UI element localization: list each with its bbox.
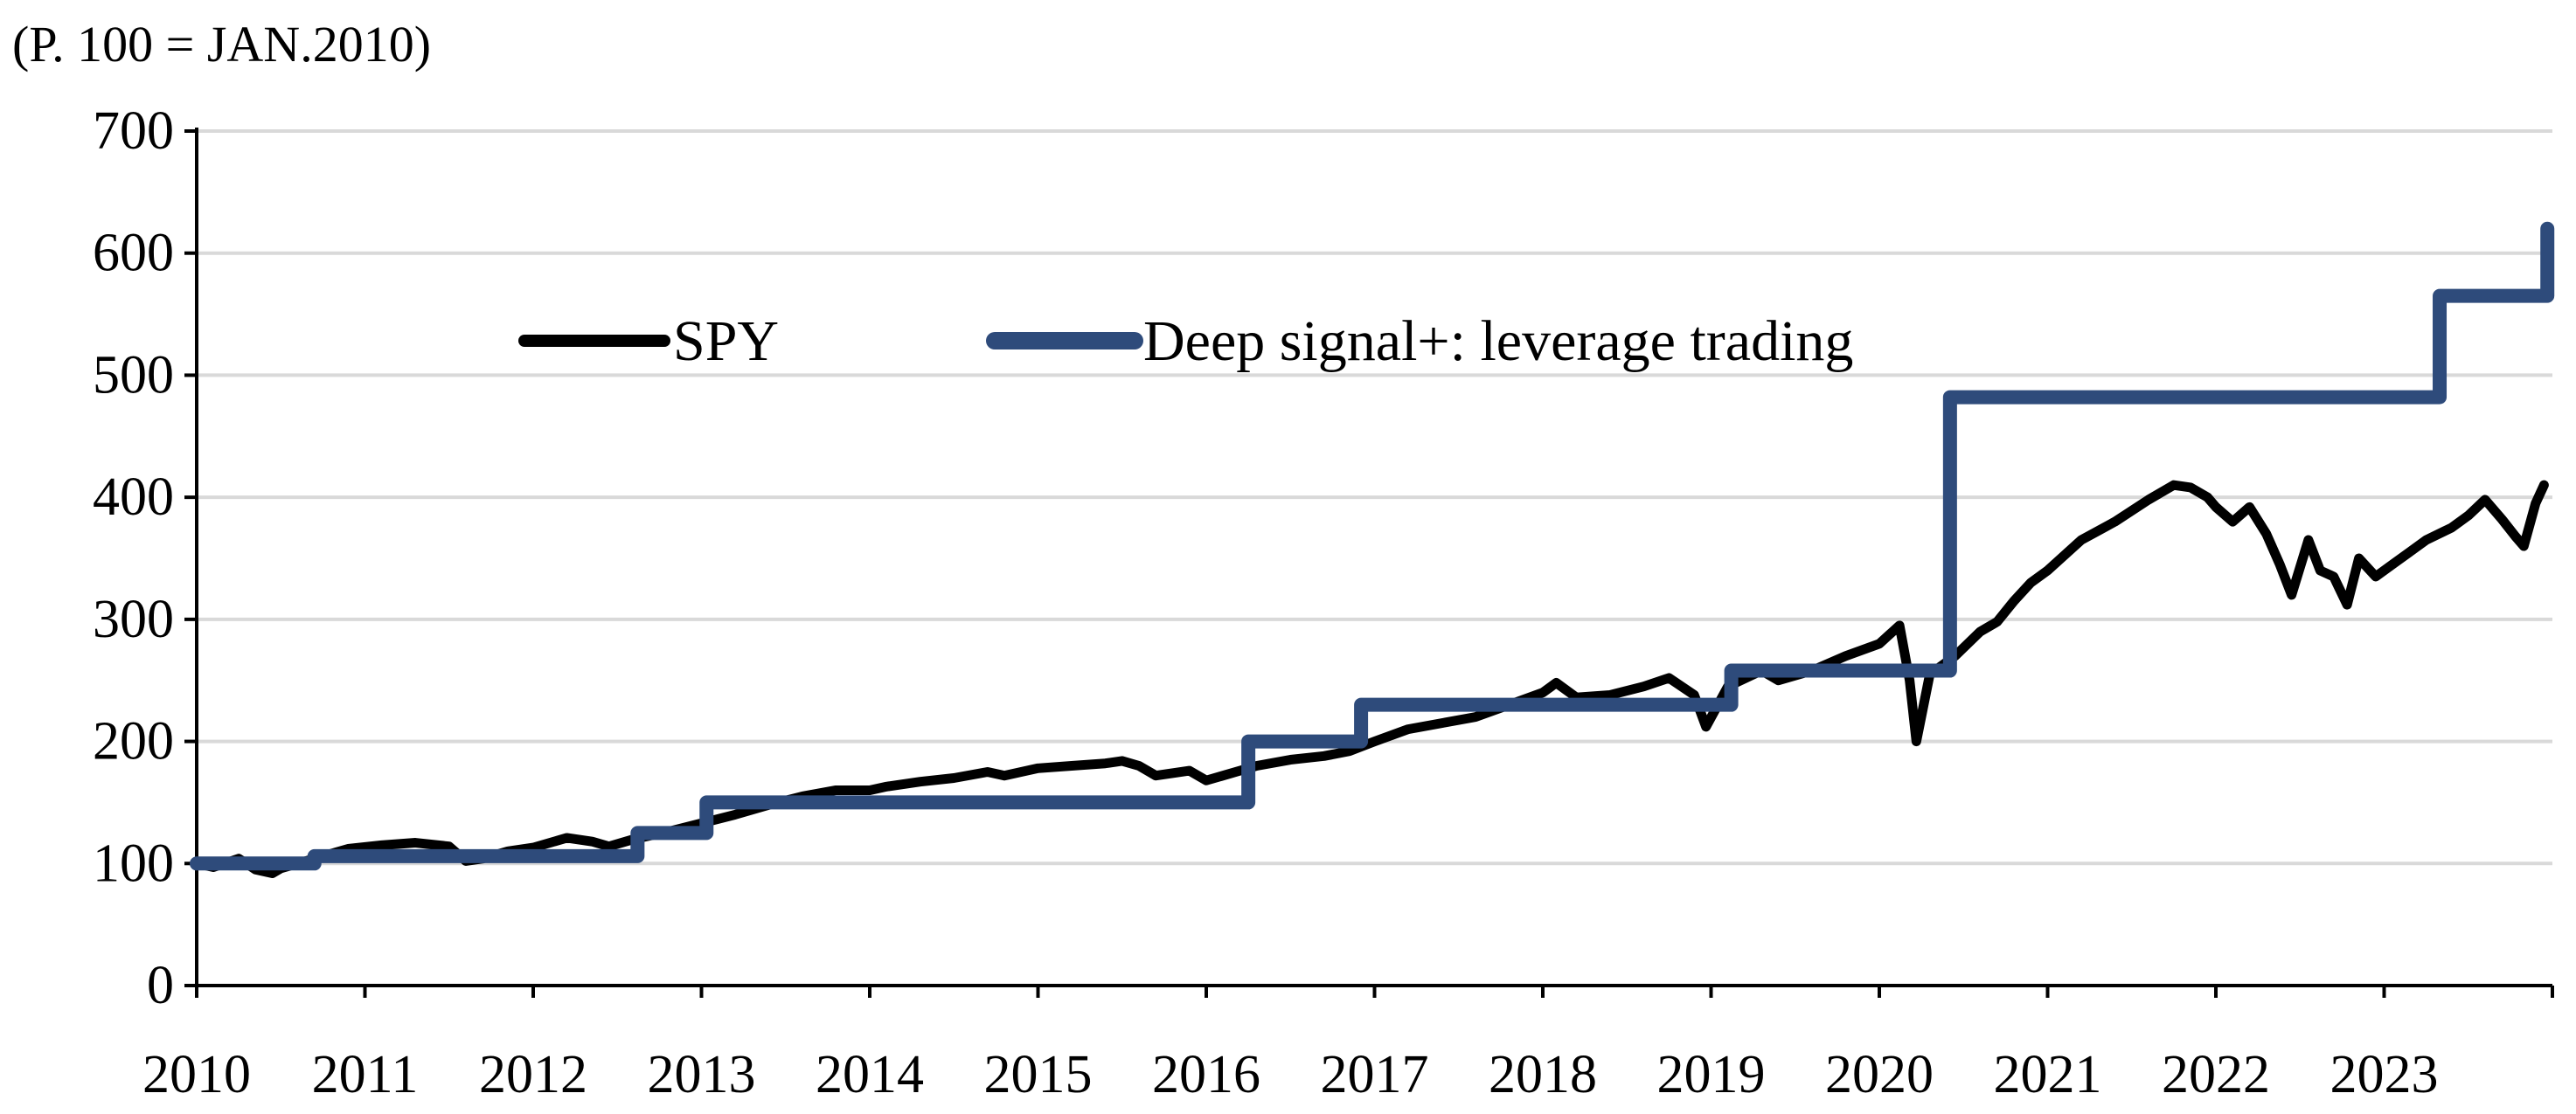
y-tick-label: 500 bbox=[93, 345, 174, 405]
x-tick-label: 2015 bbox=[984, 1045, 1093, 1104]
x-tick-label: 2016 bbox=[1152, 1045, 1260, 1104]
y-tick-label: 400 bbox=[93, 467, 174, 527]
x-tick-label: 2012 bbox=[479, 1045, 587, 1104]
x-tick-label: 2011 bbox=[312, 1045, 419, 1104]
x-tick-label: 2021 bbox=[1994, 1045, 2102, 1104]
axes: 0 100 200 300 400 500 600 700 2010 2011 2012 2013 20… bbox=[93, 101, 2554, 1104]
y-tick-label: 600 bbox=[93, 224, 174, 283]
y-tick-label: 0 bbox=[147, 956, 174, 1015]
x-tick-label: 2013 bbox=[648, 1045, 756, 1104]
x-tick-label: 2019 bbox=[1657, 1045, 1766, 1104]
x-tick-label: 2010 bbox=[142, 1045, 251, 1104]
legend-label-spy: SPY bbox=[673, 309, 779, 373]
x-tick-label: 2020 bbox=[1825, 1045, 1934, 1104]
y-tick-label: 700 bbox=[93, 101, 174, 161]
x-tick-label: 2017 bbox=[1321, 1045, 1429, 1104]
x-tick-label: 2022 bbox=[2162, 1045, 2270, 1104]
grid-lines bbox=[197, 129, 2552, 866]
legend-label-deep-signal: Deep signal+: leverage trading bbox=[1143, 309, 1853, 373]
x-tick-label: 2023 bbox=[2330, 1045, 2439, 1104]
series-line-0 bbox=[191, 480, 2549, 878]
x-tick-label: 2018 bbox=[1489, 1045, 1597, 1104]
unit-label: (P. 100 = JAN.2010) bbox=[12, 16, 431, 73]
legend: SPY Deep signal+: leverage trading bbox=[518, 309, 1853, 373]
y-tick-label: 100 bbox=[93, 834, 174, 893]
x-tick-label: 2014 bbox=[816, 1045, 924, 1104]
y-tick-label: 300 bbox=[93, 590, 174, 649]
series-line-1 bbox=[190, 221, 2555, 871]
series bbox=[190, 221, 2555, 878]
y-tick-label: 200 bbox=[93, 712, 174, 771]
